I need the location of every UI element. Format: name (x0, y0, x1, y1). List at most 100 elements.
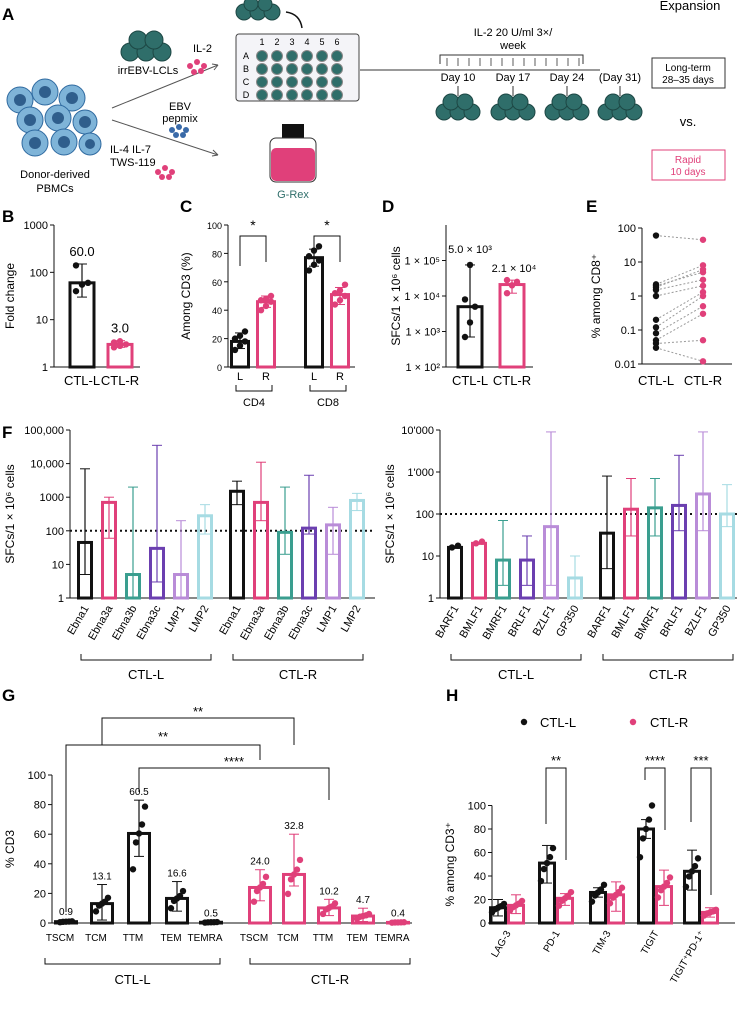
data-point (293, 866, 301, 873)
panel-letter: B (2, 207, 14, 226)
group-label: CD8 (317, 397, 339, 409)
significance-bracket (239, 235, 267, 266)
plate-col-label: 4 (304, 37, 309, 47)
group-bracket (235, 385, 273, 392)
data-point (110, 344, 118, 351)
data-point (699, 310, 707, 317)
y-axis-label: SFCs/1 × 10⁶ cells (389, 246, 403, 345)
data-point (296, 856, 304, 864)
grex-label: G-Rex (277, 189, 309, 201)
data-point (262, 302, 270, 310)
data-point (567, 888, 575, 896)
x-tick-label: TTM (123, 933, 144, 944)
day-label: (Day 31) (599, 72, 641, 84)
panel-letter: D (382, 197, 394, 216)
data-point (461, 333, 469, 341)
significance-star: ** (193, 704, 203, 719)
data-point (365, 910, 373, 918)
data-point (257, 307, 265, 314)
y-tick-label: 100 (618, 223, 636, 235)
panel-e: E 0.01 0.1 1 10 100 % among CD8⁺ CTL-L CTL-R (586, 197, 732, 388)
bar (304, 256, 324, 369)
data-point (654, 894, 662, 901)
data-point (267, 298, 275, 305)
pair-line (655, 291, 704, 321)
data-point (138, 821, 146, 828)
y-tick-label: 60 (34, 829, 46, 841)
group-bracket (44, 958, 221, 965)
y-tick-label: 80 (212, 249, 222, 259)
y-tick-label: 60 (474, 848, 486, 860)
plate-well (316, 89, 328, 101)
pair-line (655, 347, 704, 362)
group-label: CTL-L (128, 667, 164, 682)
data-point (466, 319, 474, 326)
x-tick-label: GP350 (554, 604, 582, 640)
pbmc-cells-icon (6, 78, 102, 157)
data-point (618, 884, 626, 891)
group-bracket (249, 958, 411, 965)
data-point (642, 825, 650, 833)
lcl-label: irrEBV-LCLs (118, 65, 179, 77)
data-point (267, 292, 275, 300)
data-point (688, 868, 696, 875)
y-tick-label: 1 (428, 593, 434, 605)
x-tick-label: Ebna3c (135, 603, 164, 642)
data-point (454, 542, 462, 549)
plate-col-label: 5 (319, 37, 324, 47)
y-tick-label: 20 (212, 335, 222, 345)
y-tick-label: 1 (630, 291, 636, 303)
data-point (466, 261, 474, 269)
data-point (543, 859, 551, 867)
x-tick-label: TIM-3 (591, 929, 614, 957)
legend-label: CTL-R (650, 715, 688, 730)
y-tick-label: 40 (34, 859, 46, 871)
data-point (331, 301, 339, 308)
data-point (241, 338, 249, 345)
long-term-box (651, 57, 726, 89)
data-point (699, 276, 707, 283)
y-tick-label: 1000 (40, 492, 64, 504)
data-point (652, 330, 660, 337)
value-label: 24.0 (250, 857, 270, 868)
data-point (141, 803, 149, 810)
data-point (236, 332, 244, 339)
bar (637, 827, 655, 925)
y-tick-label: 1000 (24, 220, 48, 232)
x-tick-label: TEM (346, 933, 367, 944)
data-point (699, 266, 707, 273)
value-label: 16.6 (167, 869, 187, 880)
expanded-cell-icon (618, 93, 636, 111)
bar (471, 541, 487, 600)
data-point (319, 910, 327, 918)
x-tick-label: TCM (85, 933, 107, 944)
panel-a: A Donor-derived PBMCs irrEBV-LCLs IL-2 E… (2, 0, 726, 201)
significance-bracket (545, 767, 567, 860)
pair-line (655, 279, 704, 291)
x-tick-label: TCM (277, 933, 299, 944)
y-tick-label: 1 × 10² (405, 362, 440, 374)
plate-well (301, 50, 313, 62)
x-tick-label: L (237, 371, 243, 383)
data-point (116, 338, 124, 345)
value-label: 0.9 (59, 907, 73, 918)
plate-well (256, 76, 268, 88)
data-point (518, 897, 526, 905)
y-axis-label: Fold change (3, 263, 17, 329)
y-tick-label: 1 (42, 362, 48, 374)
x-tick-label: CTL-R (493, 373, 531, 388)
plate-cells-icon (235, 0, 281, 21)
significance-star: ** (158, 729, 168, 744)
long-term-label-2: 28–35 days (662, 75, 714, 86)
x-tick-label: GP350 (706, 604, 734, 640)
group-bracket (602, 654, 734, 661)
bar (301, 526, 317, 600)
y-tick-label: 20 (34, 888, 46, 900)
data-point (537, 877, 545, 885)
y-tick-label: 1 × 10⁴ (404, 291, 440, 303)
rapid-box (651, 149, 726, 181)
plate-col-label: 3 (289, 37, 294, 47)
data-point (400, 919, 408, 926)
plate-well (316, 50, 328, 62)
panel-letter: G (2, 686, 15, 705)
